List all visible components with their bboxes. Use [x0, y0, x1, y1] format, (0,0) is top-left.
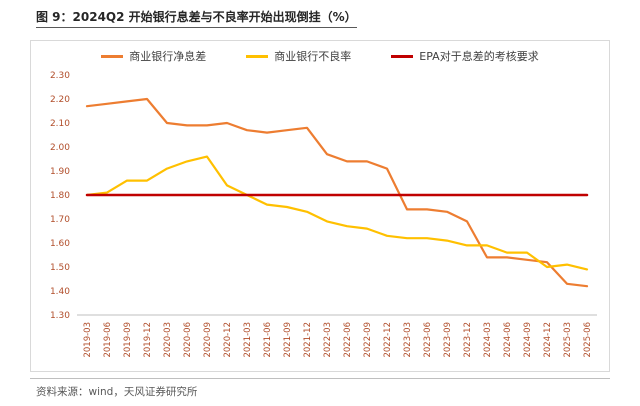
svg-text:2019-09: 2019-09: [123, 322, 133, 358]
svg-text:2024-12: 2024-12: [543, 322, 553, 358]
legend-line-swatch-yellow: [246, 54, 269, 58]
svg-text:2.20: 2.20: [50, 95, 70, 105]
legend-line-swatch-red: [391, 54, 414, 58]
legend-label: 商业银行不良率: [274, 50, 352, 63]
svg-text:2.00: 2.00: [50, 143, 70, 153]
svg-text:2022-03: 2022-03: [323, 322, 333, 358]
svg-text:2024-06: 2024-06: [503, 322, 513, 358]
legend-item-npl-ratio: 商业银行不良率: [246, 48, 351, 64]
svg-text:2020-03: 2020-03: [163, 322, 173, 358]
svg-text:1.80: 1.80: [50, 191, 70, 201]
svg-text:2021-09: 2021-09: [283, 322, 293, 358]
svg-text:2019-03: 2019-03: [83, 322, 93, 358]
svg-text:2025-06: 2025-06: [583, 322, 593, 358]
svg-text:2023-03: 2023-03: [403, 322, 413, 358]
svg-text:2.30: 2.30: [50, 71, 70, 81]
svg-text:2025-03: 2025-03: [563, 322, 573, 358]
svg-text:2022-09: 2022-09: [363, 322, 373, 358]
svg-text:1.40: 1.40: [50, 287, 70, 297]
svg-text:2019-06: 2019-06: [103, 322, 113, 358]
source-text: 资料来源：wind，天风证券研究所: [36, 386, 198, 398]
svg-text:2021-06: 2021-06: [263, 322, 273, 358]
legend-line-swatch-orange: [101, 54, 124, 58]
figure-title-text: 图 9：2024Q2 开始银行息差与不良率开始出现倒挂（%）: [36, 8, 357, 28]
svg-text:1.60: 1.60: [50, 239, 70, 249]
svg-text:2021-12: 2021-12: [303, 322, 313, 358]
legend-item-net-interest-margin: 商业银行净息差: [101, 48, 206, 64]
figure-title: 图 9：2024Q2 开始银行息差与不良率开始出现倒挂（%）: [36, 8, 357, 28]
svg-text:2020-06: 2020-06: [183, 322, 193, 358]
legend-item-epa-requirement: EPA对于息差的考核要求: [391, 48, 539, 64]
source-divider: [30, 378, 610, 379]
svg-text:2021-03: 2021-03: [243, 322, 253, 358]
legend-label: 商业银行净息差: [129, 50, 207, 63]
svg-text:2023-12: 2023-12: [463, 322, 473, 358]
svg-text:2024-09: 2024-09: [523, 322, 533, 358]
svg-text:2024-03: 2024-03: [483, 322, 493, 358]
svg-text:2.10: 2.10: [50, 119, 70, 129]
line-chart: 商业银行净息差 商业银行不良率 EPA对于息差的考核要求 2.30 2.20 2.1…: [30, 40, 610, 372]
svg-text:1.90: 1.90: [50, 167, 70, 177]
line-chart-plot: 2.30 2.20 2.10 2.00 1.90 1.80 1.70 1.60 1.50 1.40…: [50, 71, 597, 358]
chart-legend: 商业银行净息差 商业银行不良率 EPA对于息差的考核要求: [31, 48, 609, 64]
svg-text:1.30: 1.30: [50, 311, 70, 321]
svg-text:2019-12: 2019-12: [143, 322, 153, 358]
svg-text:2020-12: 2020-12: [223, 322, 233, 358]
svg-text:1.50: 1.50: [50, 263, 70, 273]
svg-text:2022-12: 2022-12: [383, 322, 393, 358]
legend-label: EPA对于息差的考核要求: [419, 50, 539, 63]
svg-text:2020-09: 2020-09: [203, 322, 213, 358]
svg-text:2023-06: 2023-06: [423, 322, 433, 358]
svg-text:1.70: 1.70: [50, 215, 70, 225]
svg-text:2022-06: 2022-06: [343, 322, 353, 358]
svg-text:2023-09: 2023-09: [443, 322, 453, 358]
